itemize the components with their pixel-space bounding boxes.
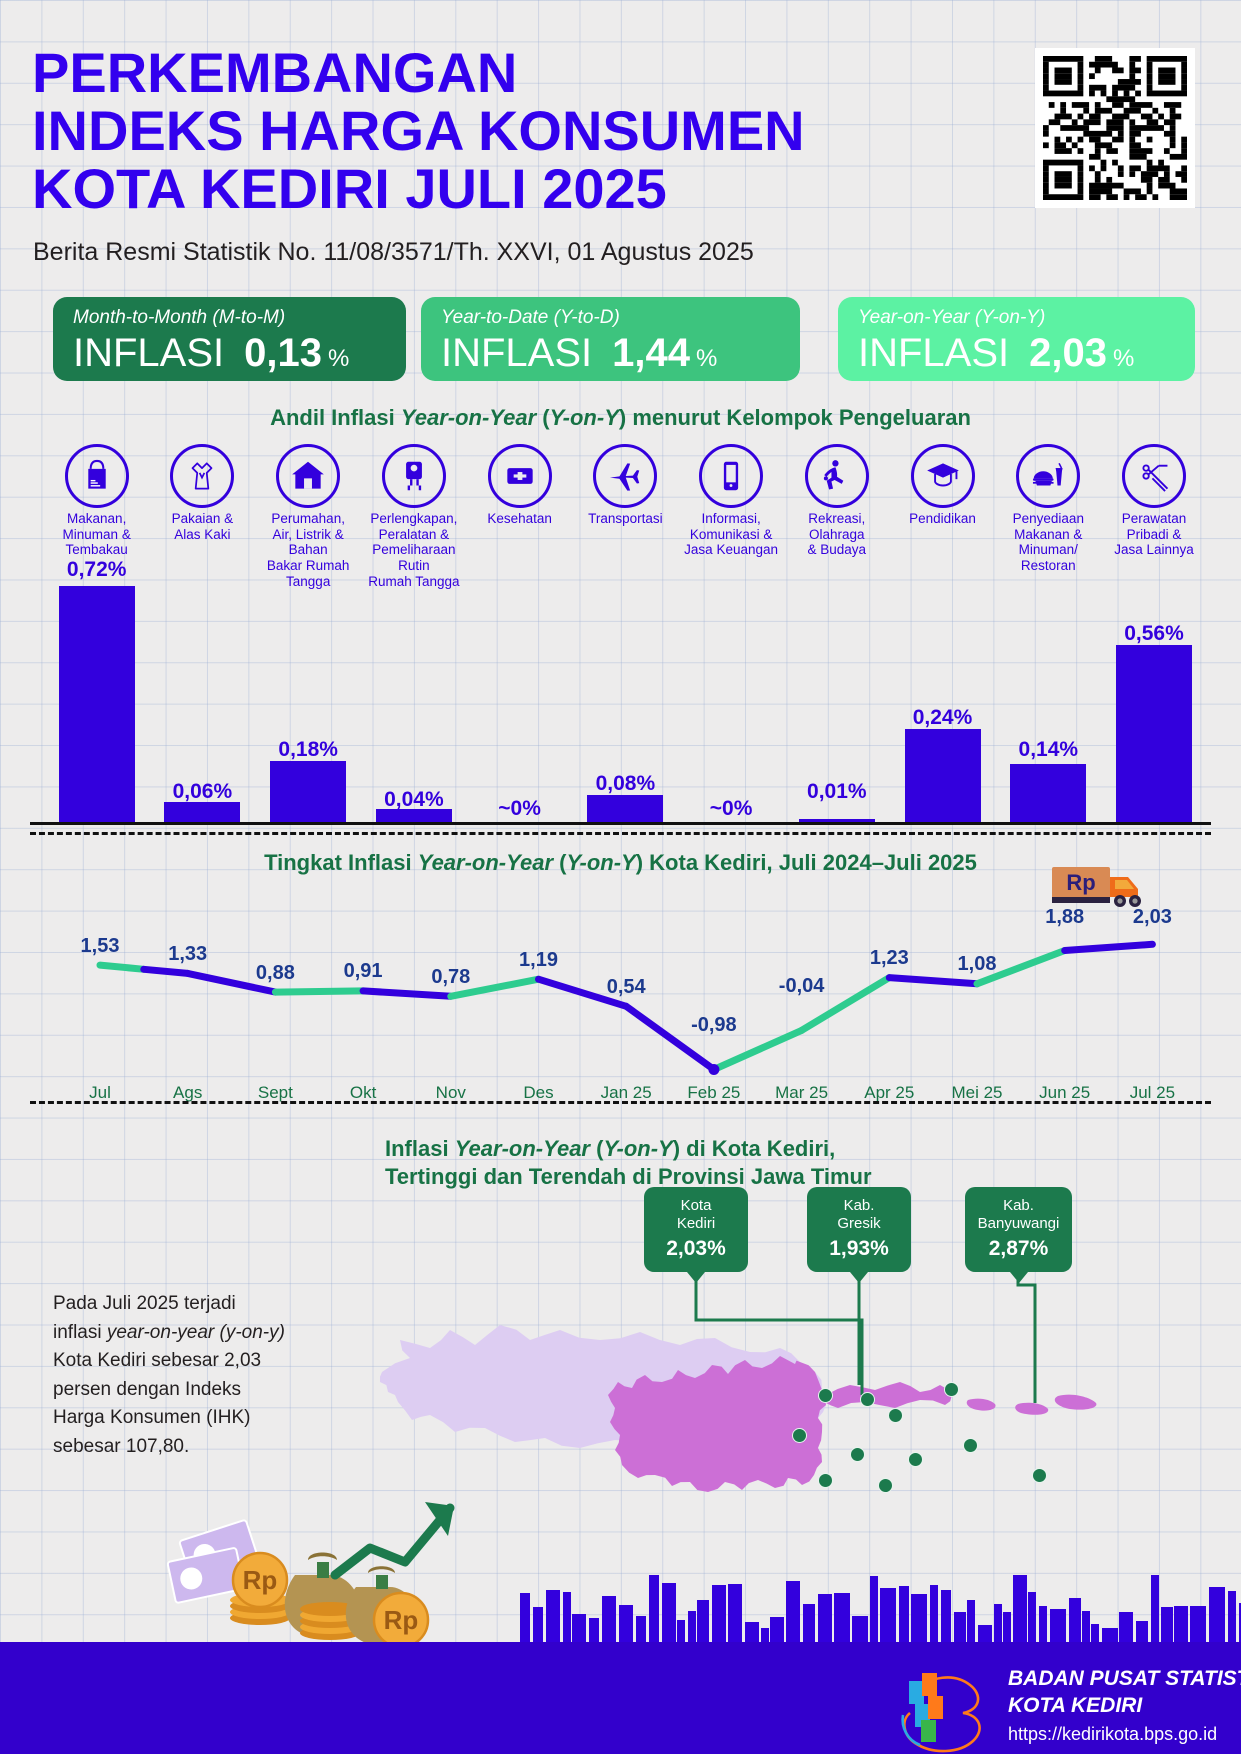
svg-text:Rp: Rp — [243, 1565, 278, 1595]
svg-text:Rp: Rp — [384, 1605, 419, 1635]
